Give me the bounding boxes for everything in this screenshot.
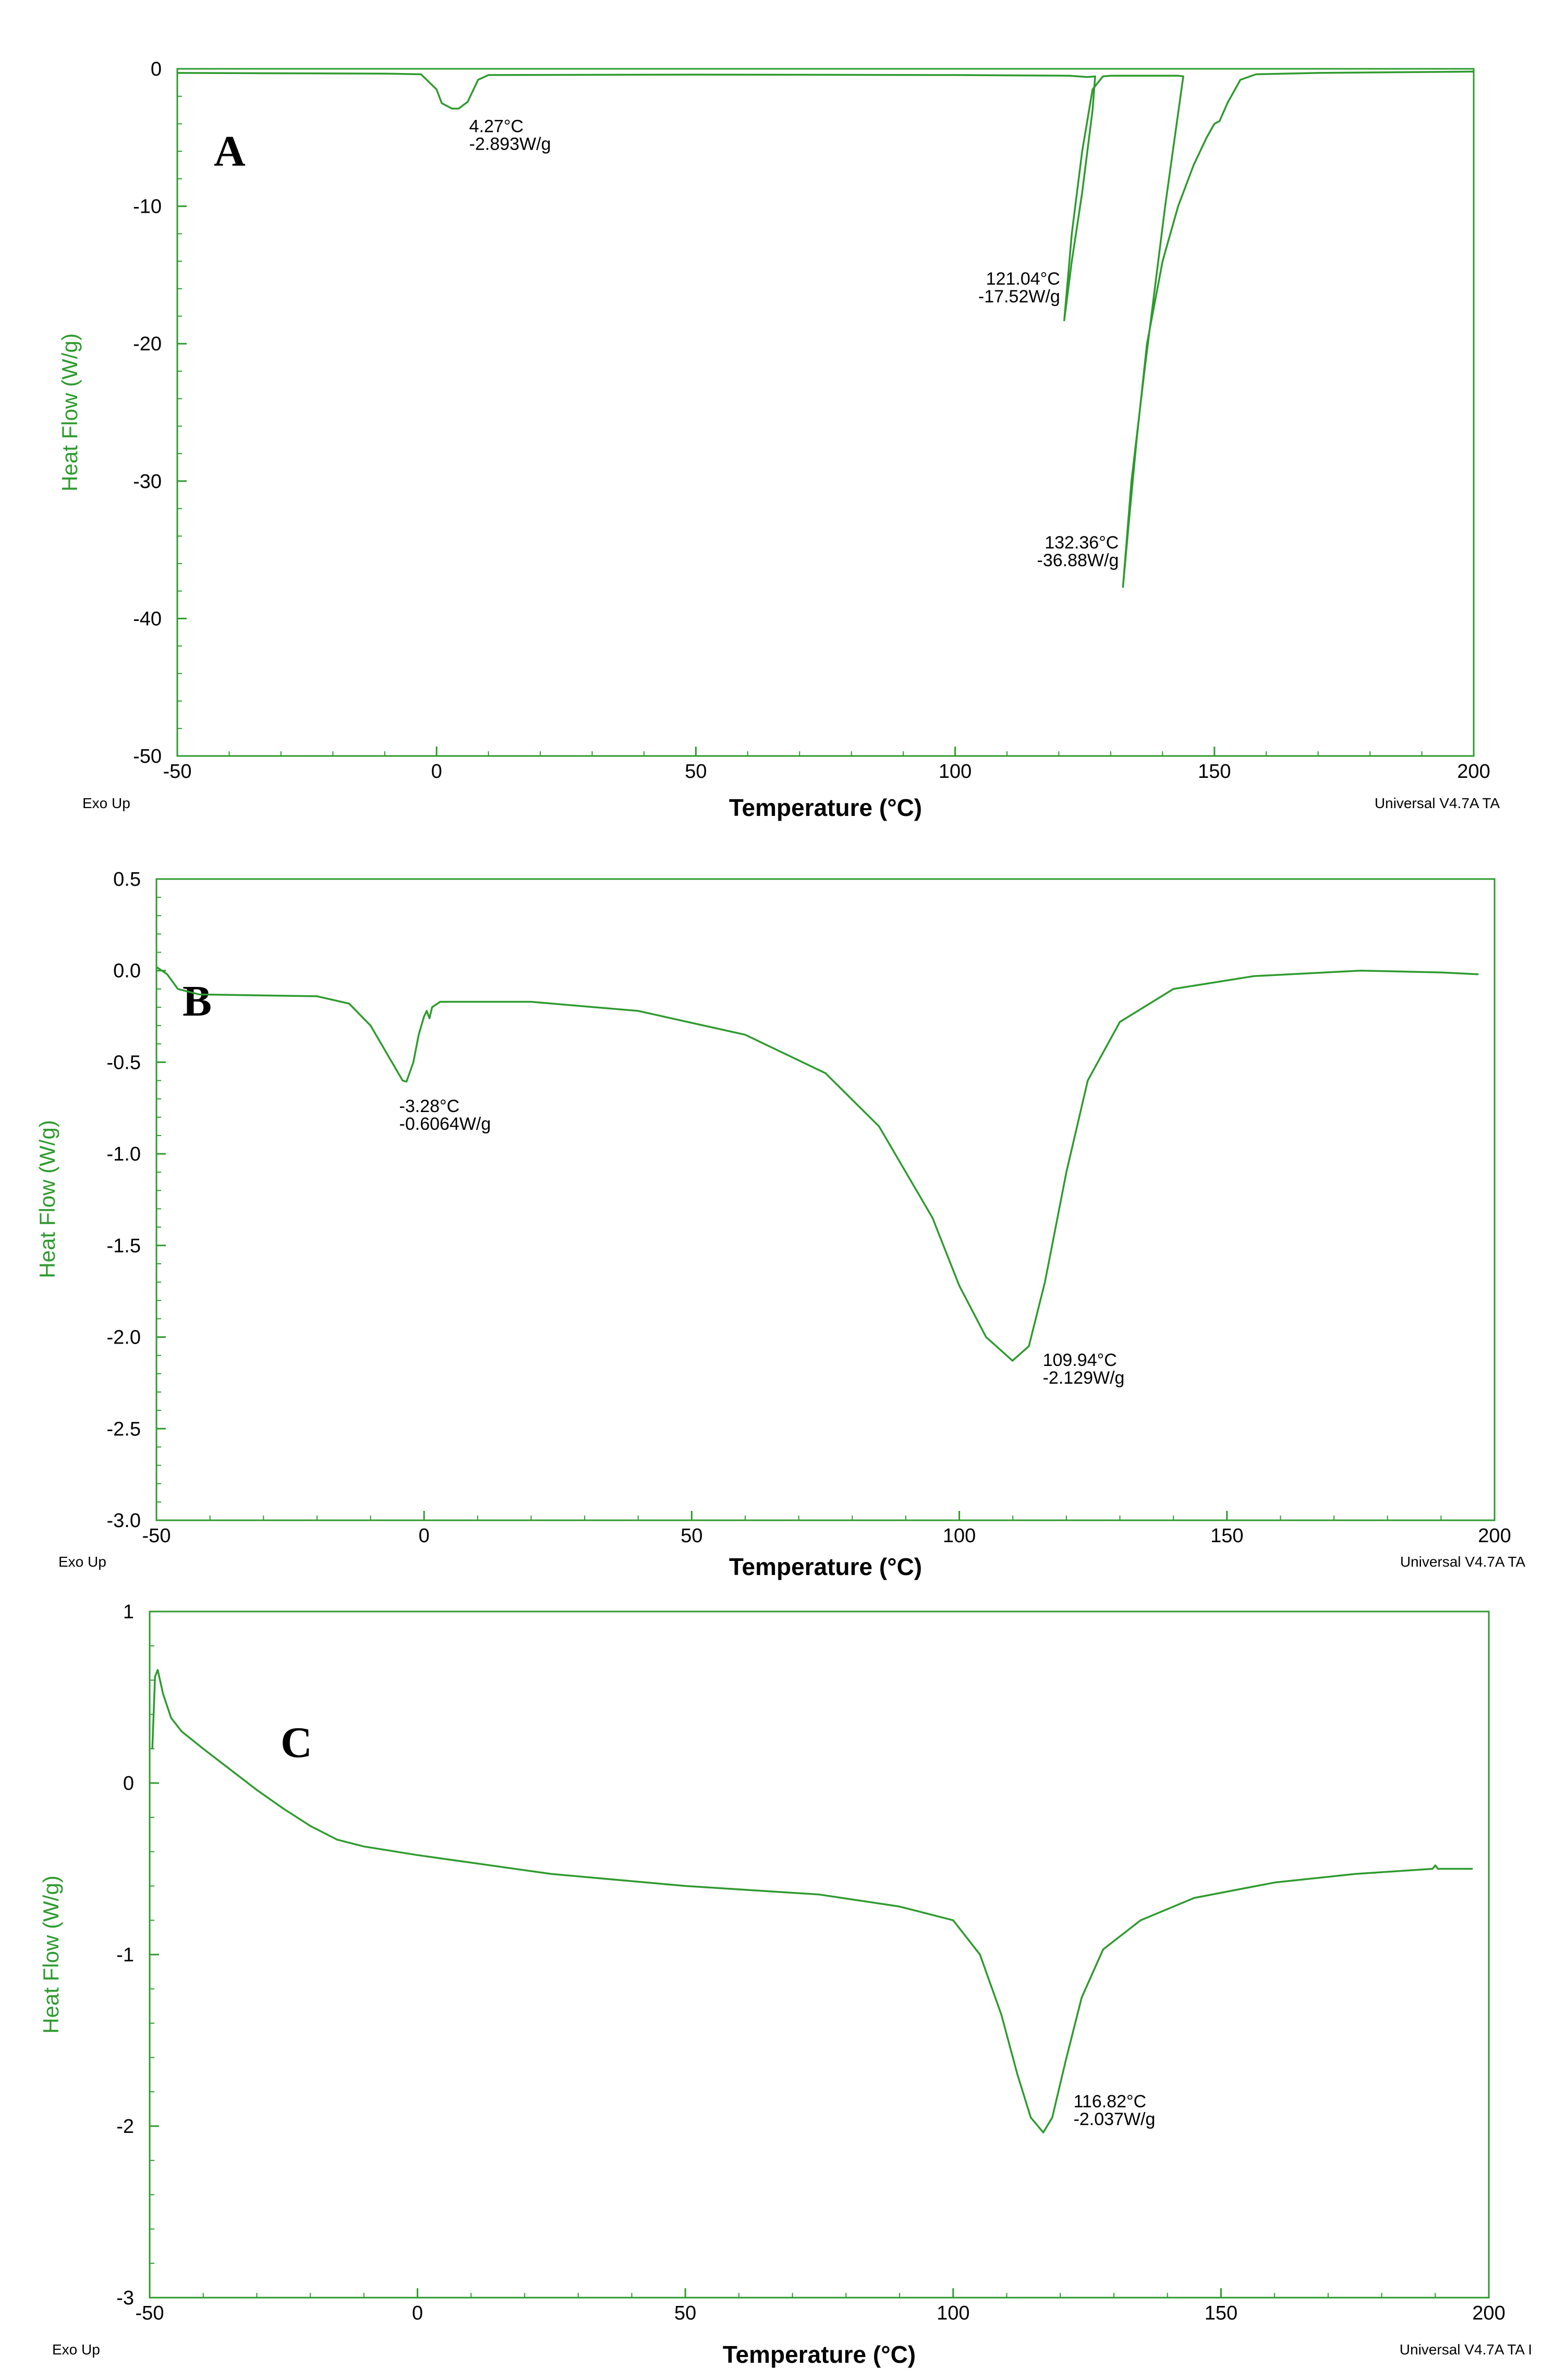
x-tick-label: 0 [412,2302,423,2324]
x-tick-label: 0 [431,761,442,783]
plot-frame [155,878,1496,1521]
x-tick-label: -50 [142,1525,171,1547]
x-tick-label: 50 [681,1525,702,1547]
y-axis-label: Heat Flow (W/g) [39,1875,63,2033]
peak-annotation: -17.52W/g [978,287,1060,307]
panel-b: B Heat Flow (W/g) Temperature (°C) Exo U… [35,869,1525,1580]
y-tick-label: 1 [123,1601,134,1623]
exo-up-label: Exo Up [58,1554,106,1570]
panel-letter: C [281,1718,312,1767]
y-axis-label: Heat Flow (W/g) [57,333,82,491]
y-tick-label: 0.5 [113,869,141,890]
x-tick-label: 50 [674,2302,696,2324]
panel-letter: A [214,127,246,176]
x-tick-label: -50 [136,2302,164,2324]
peak-annotation: 116.82°C [1074,2092,1147,2112]
x-tick-label: 100 [939,761,972,783]
x-tick-label: 100 [943,1525,976,1547]
peak-annotation: 121.04°C [986,269,1060,289]
y-tick-label: -10 [133,196,162,218]
y-tick-label: -2.0 [107,1327,141,1349]
plot-frame [149,1610,1490,2299]
heat-flow-curve [151,1669,1473,2133]
peak-annotation: -2.893W/g [469,134,551,154]
x-tick-label: 50 [685,761,707,783]
x-axis-label: Temperature (°C) [729,794,922,821]
panel-c: C Heat Flow (W/g) Temperature (°C) Exo U… [39,1601,1532,2368]
exo-up-label: Exo Up [82,795,130,811]
y-tick-label: -2.5 [107,1418,141,1440]
y-tick-label: -3.0 [107,1510,141,1532]
y-tick-label: -0.5 [107,1052,141,1073]
peak-annotation: 132.36°C [1045,533,1119,553]
x-tick-label: 0 [419,1525,430,1547]
peak-annotation: -2.129W/g [1043,1368,1125,1388]
software-version-label: Universal V4.7A TA [1375,795,1500,811]
peak-annotation: -3.28°C [399,1096,460,1116]
y-tick-label: 0 [123,1773,134,1795]
x-axis-label: Temperature (°C) [723,2341,916,2368]
panel-a: A Heat Flow (W/g) Temperature (°C) Exo U… [57,58,1500,821]
x-tick-label: 200 [1472,2302,1505,2324]
x-tick-label: 100 [937,2302,969,2324]
x-axis-label: Temperature (°C) [729,1553,922,1580]
y-tick-label: -3 [116,2287,134,2309]
x-tick-label: 200 [1457,761,1490,783]
peak-annotation: -2.037W/g [1074,2109,1156,2129]
y-tick-label: -1.0 [107,1143,141,1165]
y-tick-label: -2 [116,2116,134,2138]
y-tick-label: 0.0 [113,960,141,982]
y-tick-label: -50 [133,746,162,767]
x-tick-label: 200 [1478,1525,1511,1547]
heat-flow-curve [156,966,1479,1362]
exo-up-label: Exo Up [52,2341,100,2358]
peak-annotation: 109.94°C [1043,1350,1117,1370]
plot-frame [176,68,1475,757]
x-tick-label: 150 [1205,2302,1237,2324]
y-tick-label: -40 [133,608,162,630]
software-version-label: Universal V4.7A TA I [1400,2341,1532,2358]
peak-annotation: -36.88W/g [1037,551,1119,570]
y-tick-label: 0 [151,58,162,80]
y-tick-label: -20 [133,333,162,355]
panel-letter: B [183,977,212,1026]
y-tick-label: -30 [133,471,162,493]
peak-annotation: -0.6064W/g [399,1114,491,1134]
y-tick-label: -1.5 [107,1235,141,1257]
x-tick-label: -50 [163,761,192,783]
y-axis-label: Heat Flow (W/g) [35,1120,59,1278]
peak-annotation: 4.27°C [469,116,524,136]
x-tick-label: 150 [1210,1525,1243,1547]
y-tick-label: -1 [116,1944,134,1966]
software-version-label: Universal V4.7A TA [1400,1554,1526,1570]
x-tick-label: 150 [1198,761,1231,783]
heat-flow-curve [177,70,1474,588]
